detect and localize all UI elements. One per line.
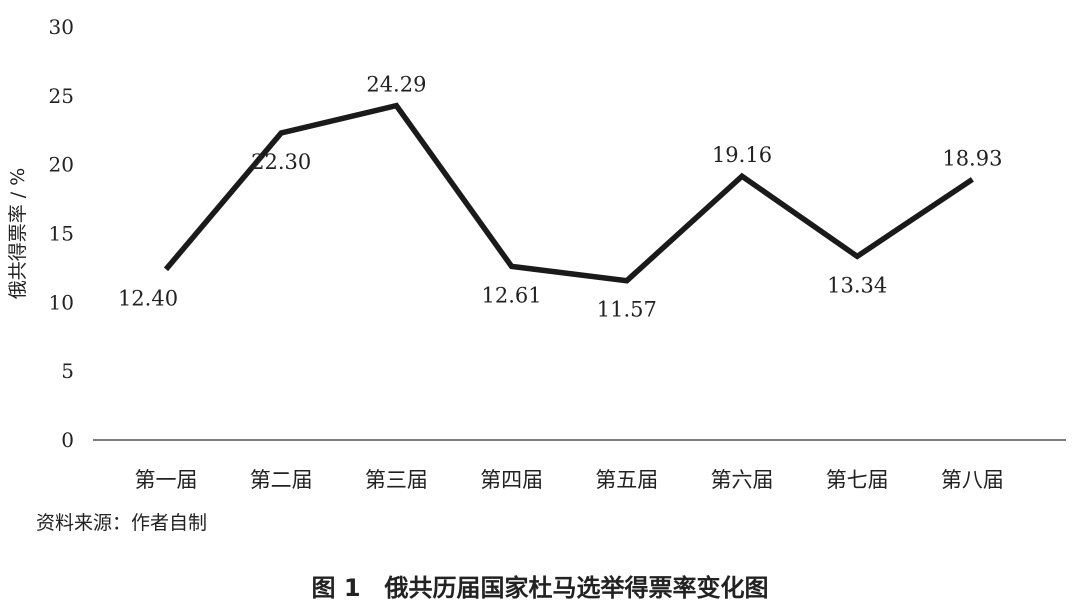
line-chart: 0 5 10 15 20 25 30 俄共得票率 / % 第一届 第二届 第三届 第四届 第五届 第六届 第… [7,15,1066,492]
y-tick-label: 15 [49,222,74,246]
y-tick-label: 5 [61,359,74,383]
data-label: 12.61 [482,283,542,307]
x-tick-label: 第八届 [941,468,1004,492]
y-tick-label: 10 [49,290,74,314]
x-tick-label: 第一届 [135,468,198,492]
data-label: 22.30 [251,150,311,174]
x-tick-label: 第七届 [826,468,889,492]
x-tick-label: 第五届 [595,468,658,492]
data-label: 11.57 [597,298,657,322]
x-tick-label: 第三届 [365,468,428,492]
x-tick-label: 第四届 [480,468,543,492]
y-tick-label: 20 [49,153,74,177]
data-label: 19.16 [712,143,772,167]
y-tick-label: 30 [49,15,74,39]
data-label: 24.29 [366,73,426,97]
data-label: 18.93 [942,146,1002,170]
y-tick-label: 0 [61,428,74,452]
figure-caption: 图 1 俄共历届国家杜马选举得票率变化图 [311,574,769,602]
y-tick-label: 25 [49,84,74,108]
y-axis-label: 俄共得票率 / % [7,168,29,300]
series-line [163,102,974,284]
x-tick-label: 第六届 [711,468,774,492]
data-label: 12.40 [118,286,178,310]
data-label: 13.34 [827,273,887,297]
source-note: 资料来源：作者自制 [36,512,208,534]
x-tick-label: 第二届 [250,468,313,492]
